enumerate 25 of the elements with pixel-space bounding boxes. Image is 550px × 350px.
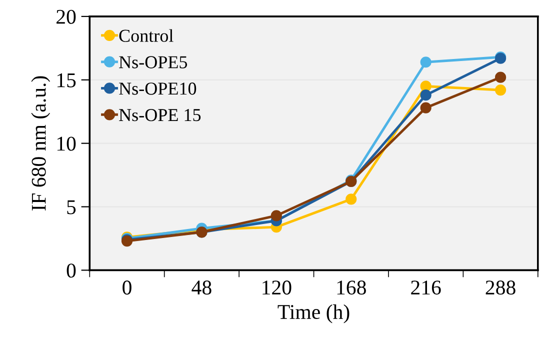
point	[420, 56, 432, 68]
legend-label: Ns-OPE5	[119, 56, 188, 68]
y-tick-label: 0	[66, 264, 76, 278]
point	[420, 102, 432, 114]
y-tick-label: 10	[57, 136, 76, 151]
x-tick-label: 288	[486, 280, 516, 295]
point	[420, 90, 432, 101]
x-axis-title: Time (h)	[278, 304, 350, 324]
y-tick-label: 5	[67, 200, 76, 214]
x-tick-label: 120	[262, 280, 292, 295]
legend-label: Ns-OPE 15	[119, 109, 201, 122]
point	[494, 84, 506, 96]
y-tick-label: 15	[57, 73, 76, 88]
x-tick-label: 216	[411, 280, 441, 295]
point	[494, 72, 506, 83]
x-tick-label: 0	[122, 280, 132, 295]
point	[346, 194, 357, 205]
y-axis-title: IF 680 nm (a.u.)	[31, 76, 50, 211]
x-tick-label: 168	[337, 280, 366, 295]
point	[270, 210, 282, 222]
legend-label: Control	[119, 29, 174, 42]
y-tick-label: 20	[56, 10, 76, 24]
point	[420, 80, 432, 92]
x-tick-label: 48	[192, 280, 212, 295]
legend-label: Ns-OPE10	[119, 82, 196, 95]
